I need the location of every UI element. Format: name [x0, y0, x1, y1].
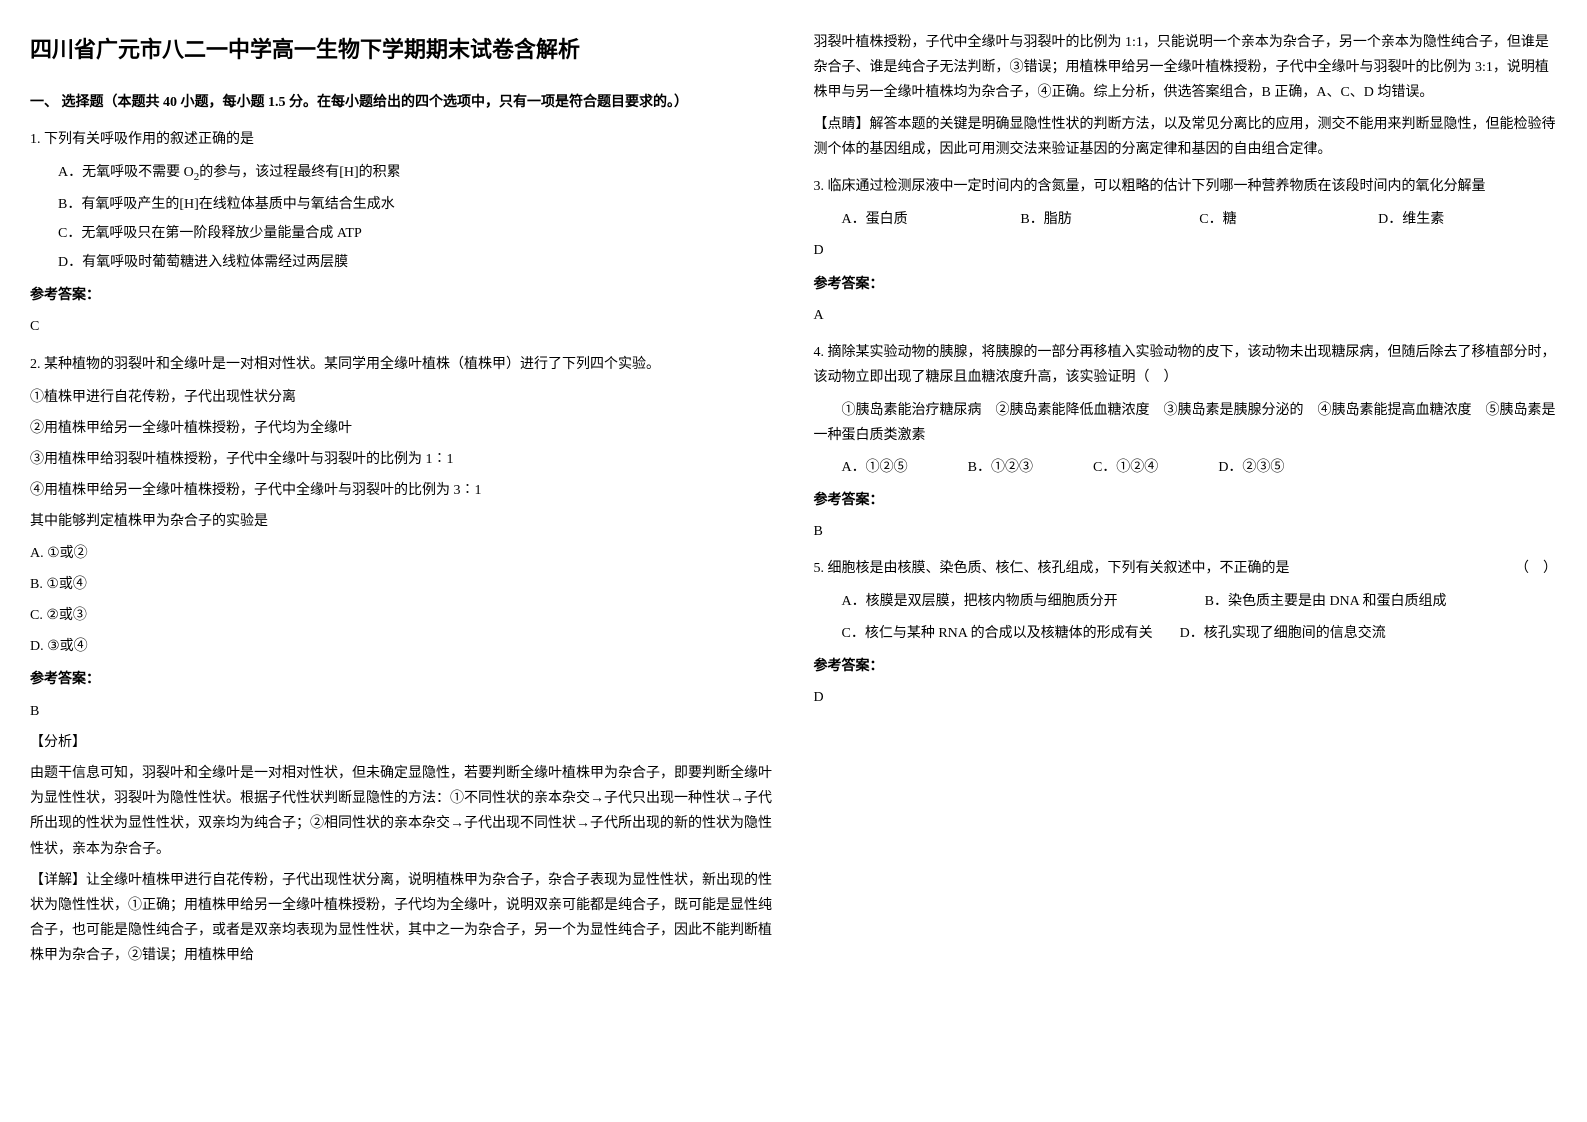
left-column: 四川省广元市八二一中学高一生物下学期期末试卷含解析 一、 选择题（本题共 40 …	[30, 30, 774, 974]
q2-fenxi: 由题干信息可知，羽裂叶和全缘叶是一对相对性状，但未确定显隐性，若要判断全缘叶植株…	[30, 761, 774, 862]
q3-optA: A．蛋白质	[842, 207, 1021, 232]
q5-answer-label: 参考答案：	[814, 654, 1558, 679]
q4-stem: 4. 摘除某实验动物的胰腺，将胰腺的一部分再移植入实验动物的皮下，该动物未出现糖…	[814, 340, 1558, 390]
document-title: 四川省广元市八二一中学高一生物下学期期末试卷含解析	[30, 30, 774, 70]
q4-answer-label: 参考答案：	[814, 488, 1558, 513]
q4-answer: B	[814, 519, 1558, 544]
q3-answer-label: 参考答案：	[814, 272, 1558, 297]
q3-optD-post: D	[814, 238, 1558, 263]
q2-stem: 2. 某种植物的羽裂叶和全缘叶是一对相对性状。某同学用全缘叶植株（植株甲）进行了…	[30, 352, 774, 377]
q3-answer: A	[814, 303, 1558, 328]
q2-l2: ②用植株甲给另一全缘叶植株授粉，子代均为全缘叶	[30, 416, 774, 441]
q2-l1: ①植株甲进行自花传粉，子代出现性状分离	[30, 385, 774, 410]
q4-optD: D．②③⑤	[1218, 455, 1284, 480]
q2-xiangjie-label: 【详解】	[30, 873, 86, 888]
q1-optC: C．无氧呼吸只在第一阶段释放少量能量合成 ATP	[30, 221, 774, 246]
q2-answer: B	[30, 699, 774, 724]
q5-optC: C．核仁与某种 RNA 的合成以及核糖体的形成有关	[842, 626, 1153, 641]
q1-answer: C	[30, 314, 774, 339]
q2-optB: B. ①或④	[30, 572, 774, 597]
q2-xiangjie1: 让全缘叶植株甲进行自花传粉，子代出现性状分离，说明植株甲为杂合子，杂合子表现为显…	[30, 873, 772, 964]
q5-paren: （ ）	[1515, 556, 1557, 581]
q2-l4: ④用植株甲给另一全缘叶植株授粉，子代中全缘叶与羽裂叶的比例为 3∶1	[30, 478, 774, 503]
q1-optA-post: 的参与，该过程最终有[H]的积累	[199, 165, 400, 180]
q2-l3: ③用植株甲给羽裂叶植株授粉，子代中全缘叶与羽裂叶的比例为 1∶1	[30, 447, 774, 472]
q4-options-line: ①胰岛素能治疗糖尿病 ②胰岛素能降低血糖浓度 ③胰岛素是胰腺分泌的 ④胰岛素能提…	[814, 398, 1558, 448]
q2-xiangjie2: 羽裂叶植株授粉，子代中全缘叶与羽裂叶的比例为 1:1，只能说明一个亲本为杂合子，…	[814, 30, 1558, 106]
q1-optA: A．无氧呼吸不需要 O2的参与，该过程最终有[H]的积累	[30, 160, 774, 188]
q1-optD: D．有氧呼吸时葡萄糖进入线粒体需经过两层膜	[30, 250, 774, 275]
q3-optB: B．脂肪	[1020, 207, 1199, 232]
q5-stem-row: 5. 细胞核是由核膜、染色质、核仁、核孔组成，下列有关叙述中，不正确的是 （ ）	[814, 556, 1558, 581]
q2-dianjing-text: 解答本题的关键是明确显隐性性状的判断方法，以及常见分离比的应用，测交不能用来判断…	[814, 117, 1556, 157]
q2-xiangjie: 【详解】让全缘叶植株甲进行自花传粉，子代出现性状分离，说明植株甲为杂合子，杂合子…	[30, 868, 774, 969]
q5-optAB: A．核膜是双层膜，把核内物质与细胞质分开 B．染色质主要是由 DNA 和蛋白质组…	[814, 589, 1558, 614]
q5-optA: A．核膜是双层膜，把核内物质与细胞质分开	[842, 594, 1118, 609]
q1-answer-label: 参考答案：	[30, 283, 774, 308]
section-header: 一、 选择题（本题共 40 小题，每小题 1.5 分。在每小题给出的四个选项中，…	[30, 90, 774, 115]
q1-optB: B．有氧呼吸产生的[H]在线粒体基质中与氧结合生成水	[30, 192, 774, 217]
q5-optD: D．核孔实现了细胞间的信息交流	[1180, 626, 1386, 641]
q5-answer: D	[814, 685, 1558, 710]
q2-optC: C. ②或③	[30, 603, 774, 628]
q1-optA-pre: A．无氧呼吸不需要 O	[58, 165, 194, 180]
q2-dianjing-label: 【点睛】	[814, 117, 870, 132]
q5-optB: B．染色质主要是由 DNA 和蛋白质组成	[1205, 594, 1447, 609]
q2-l5: 其中能够判定植株甲为杂合子的实验是	[30, 509, 774, 534]
q2-optD: D. ③或④	[30, 634, 774, 659]
q3-optD: D．维生素	[1378, 207, 1557, 232]
q3-options: A．蛋白质 B．脂肪 C．糖 D．维生素	[814, 207, 1558, 232]
q4-optA: A．①②⑤	[842, 455, 908, 480]
q3-optC: C．糖	[1199, 207, 1378, 232]
q5-optCD: C．核仁与某种 RNA 的合成以及核糖体的形成有关 D．核孔实现了细胞间的信息交…	[814, 621, 1558, 646]
q2-fenxi-label: 【分析】	[30, 730, 774, 755]
q2-answer-label: 参考答案：	[30, 667, 774, 692]
q2-optA: A. ①或②	[30, 541, 774, 566]
right-column: 羽裂叶植株授粉，子代中全缘叶与羽裂叶的比例为 1:1，只能说明一个亲本为杂合子，…	[814, 30, 1558, 974]
q5-stem: 5. 细胞核是由核膜、染色质、核仁、核孔组成，下列有关叙述中，不正确的是	[814, 556, 1290, 581]
q1-stem: 1. 下列有关呼吸作用的叙述正确的是	[30, 127, 774, 152]
q3-stem: 3. 临床通过检测尿液中一定时间内的含氮量，可以粗略的估计下列哪一种营养物质在该…	[814, 174, 1558, 199]
q4-options: A．①②⑤ B．①②③ C．①②④ D．②③⑤	[814, 455, 1558, 480]
q4-optC: C．①②④	[1093, 455, 1158, 480]
q4-optB: B．①②③	[968, 455, 1033, 480]
q2-dianjing: 【点睛】解答本题的关键是明确显隐性性状的判断方法，以及常见分离比的应用，测交不能…	[814, 112, 1558, 162]
